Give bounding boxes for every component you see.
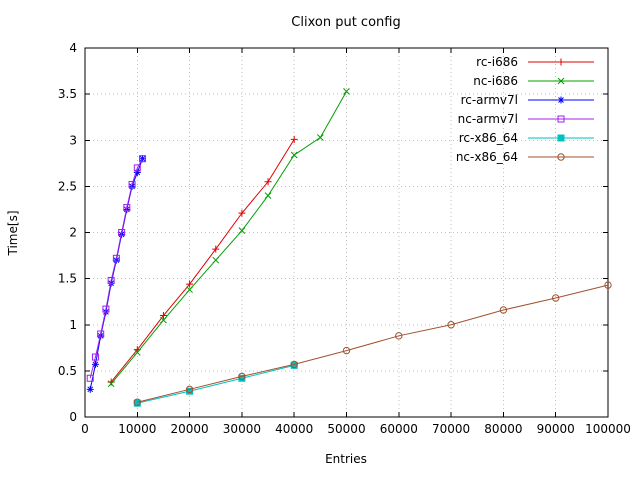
legend-label: nc-i686 [473, 74, 518, 88]
x-tick-label: 60000 [380, 422, 418, 436]
legend: rc-i686 nc-i686 rc-armv7l nc-armv7l rc-x86_6… [456, 55, 594, 164]
x-tick-label: 80000 [484, 422, 522, 436]
x-tick-label: 0 [81, 422, 89, 436]
x-tick-label: 30000 [223, 422, 261, 436]
y-tick-label: 3 [69, 133, 77, 147]
x-tick-label: 20000 [171, 422, 209, 436]
x-tick-label: 50000 [327, 422, 365, 436]
x-tick-label: 90000 [537, 422, 575, 436]
y-tick-label: 2 [69, 226, 77, 240]
series-nc-i686 [107, 88, 350, 388]
y-axis-label: Time[s] [6, 211, 20, 257]
legend-label: nc-x86_64 [456, 150, 518, 164]
x-tick-label: 100000 [585, 422, 631, 436]
legend-item-rc-armv7l: rc-armv7l [461, 93, 594, 107]
legend-label: rc-i686 [476, 55, 518, 69]
legend-label: nc-armv7l [458, 112, 518, 126]
y-tick-label: 2.5 [58, 179, 77, 193]
chart-render-layer: 0 10000 20000 30000 40000 50000 60000 70000 8000… [58, 41, 631, 436]
y-tick-label: 1 [69, 318, 77, 332]
x-axis-label: Entries [325, 452, 367, 466]
y-tick-label: 0 [69, 410, 77, 424]
chart-title: Clixon put config [291, 15, 400, 30]
legend-item-nc-x86_64: nc-x86_64 [456, 150, 594, 164]
y-tick-label: 0.5 [58, 364, 77, 378]
legend-item-nc-armv7l: nc-armv7l [458, 112, 594, 126]
series-rc-i686 [107, 135, 298, 386]
x-tick-label: 40000 [275, 422, 313, 436]
y-tick-label: 1.5 [58, 272, 77, 286]
x-tick-label: 70000 [432, 422, 470, 436]
legend-item-rc-i686: rc-i686 [476, 55, 594, 69]
legend-item-nc-i686: nc-i686 [473, 74, 594, 88]
legend-label: rc-x86_64 [459, 131, 518, 145]
y-tick-label: 4 [69, 41, 77, 55]
legend-label: rc-armv7l [461, 93, 518, 107]
x-tick-label: 10000 [118, 422, 156, 436]
series-nc-armv7l [86, 155, 147, 382]
legend-item-rc-x86_64: rc-x86_64 [459, 131, 594, 145]
y-tick-label: 3.5 [58, 87, 77, 101]
series-nc-x86_64 [133, 281, 612, 406]
